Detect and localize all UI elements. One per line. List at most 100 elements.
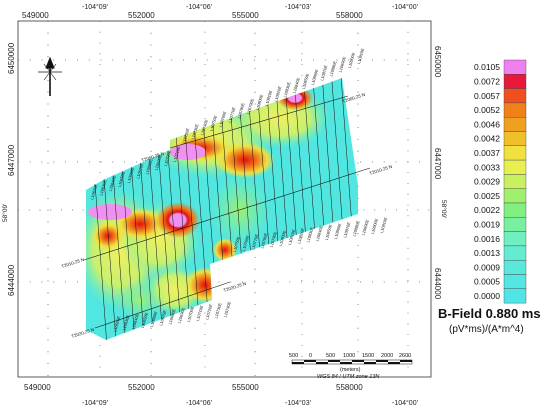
- longitude-label: -104°09': [82, 399, 108, 407]
- legend-swatch: [503, 131, 527, 147]
- line-labels-bottom: L10620E L10630E L10640E L10650E L10660E L1067…: [112, 216, 388, 332]
- easting-label: 552000: [128, 383, 155, 392]
- projection-label: WGS 84 / UTM zone 13N: [317, 374, 379, 380]
- north-arrow-icon: [38, 56, 62, 96]
- scale-segment: [292, 362, 304, 364]
- legend-swatch: [503, 74, 527, 89]
- line-label: L10820E: [273, 85, 282, 102]
- line-label: L10890E: [338, 56, 347, 73]
- line-label: L10720E: [204, 303, 213, 320]
- line-label: L10840E: [292, 77, 301, 94]
- scale-segment: [376, 360, 388, 362]
- legend-value: 0.0000: [474, 291, 500, 301]
- scale-segment: [340, 362, 352, 364]
- line-label: L10780E: [236, 102, 245, 119]
- legend-swatch: [503, 231, 527, 247]
- line-label: L10850E: [324, 224, 333, 241]
- flight-line: [339, 78, 358, 340]
- longitude-label: -104°03': [285, 3, 311, 11]
- line-label: L10810E: [264, 89, 273, 106]
- longitude-label: -104°03': [285, 399, 311, 407]
- line-label: L10830E: [282, 81, 291, 98]
- legend-value: 0.0029: [474, 177, 500, 187]
- legend-swatch: [503, 145, 527, 161]
- scale-tick-label: 0: [309, 353, 312, 359]
- easting-label: 552000: [128, 11, 155, 20]
- legend-swatch: [503, 217, 527, 232]
- line-label: L10900E: [370, 218, 379, 235]
- line-label: L10800E: [255, 94, 264, 111]
- legend-units: (pV*ms)/(A*m^4): [449, 324, 524, 335]
- scale-bar: 500 0 500 1000 1500 2000 2600 (meters) W…: [289, 353, 413, 380]
- easting-label: 555000: [232, 11, 259, 20]
- line-label: L10680E: [167, 308, 176, 325]
- line-label: L10780E: [259, 232, 268, 249]
- line-label: L10770E: [250, 233, 259, 250]
- scale-tick-label: 2000: [381, 353, 393, 359]
- line-label: L10700E: [186, 306, 195, 323]
- easting-label: 558000: [336, 11, 363, 20]
- legend-value: 0.0013: [474, 248, 500, 258]
- legend-swatch: [503, 116, 527, 132]
- longitude-label: -104°06': [186, 3, 212, 11]
- line-label: L10800E: [278, 230, 287, 247]
- left-axis: 6450000 6447000 6444000 58°09': [1, 42, 16, 296]
- legend-value: 0.0046: [474, 119, 500, 129]
- line-label: L10740E: [200, 119, 209, 136]
- line-label: L10830E: [305, 226, 314, 243]
- line-label: L10760E: [218, 110, 227, 127]
- line-label: L10650E: [140, 312, 149, 329]
- line-label: L10620E: [112, 315, 121, 332]
- latitude-label: 58°09': [1, 204, 9, 222]
- scale-tick-label: 1500: [362, 353, 374, 359]
- scale-segment: [400, 360, 412, 362]
- line-label: L10750E: [209, 115, 218, 132]
- scale-segment: [364, 362, 376, 364]
- scale-segment: [328, 360, 340, 362]
- line-label: L10630E: [98, 179, 107, 196]
- line-label: L10710E: [172, 145, 181, 162]
- line-label: L10740E: [223, 301, 232, 318]
- scale-tick-label: 1000: [343, 353, 355, 359]
- northing-label: 6444000: [7, 264, 16, 296]
- line-label: L10670E: [158, 309, 167, 326]
- line-label: L10640E: [131, 313, 140, 330]
- legend-value: 0.0105: [474, 62, 500, 72]
- legend-swatch: [503, 102, 527, 118]
- legend-swatch: [503, 59, 527, 75]
- northing-label: 6450000: [433, 46, 442, 78]
- tie-lines: [83, 95, 371, 329]
- legend-value: 0.0057: [474, 91, 500, 101]
- line-label: L10820E: [296, 227, 305, 244]
- color-legend: 0.0105 0.0072 0.0057 0.0052 0.0046 0.0042 0.00…: [474, 59, 527, 304]
- right-axis: 6450000 6447000 6444000 58°09': [433, 46, 448, 300]
- longitude-label: -104°00': [392, 3, 418, 11]
- line-label: L10890E: [361, 219, 370, 236]
- legend-swatch: [503, 288, 527, 304]
- legend-swatch: [503, 245, 527, 261]
- legend-value: 0.0025: [474, 191, 500, 201]
- legend-value: 0.0042: [474, 134, 500, 144]
- line-label: L10620E: [89, 183, 98, 200]
- longitude-label: -104°00': [392, 399, 418, 407]
- bottom-axis: 549000 552000 555000 558000 -104°09' -10…: [24, 383, 418, 407]
- scale-segment: [304, 360, 316, 362]
- legend-value: 0.0019: [474, 219, 500, 229]
- northing-label: 6450000: [7, 42, 16, 74]
- line-label: L10790E: [246, 98, 255, 115]
- line-label: L10700E: [163, 150, 172, 167]
- legend-value: 0.0005: [474, 277, 500, 287]
- scale-segment: [388, 362, 400, 364]
- line-label: L10850E: [301, 73, 310, 90]
- line-label: L10720E: [181, 127, 190, 144]
- line-label: L10860E: [310, 68, 319, 85]
- line-label: L10730E: [190, 123, 199, 140]
- legend-value: 0.0037: [474, 148, 500, 158]
- line-label: L10680E: [144, 158, 153, 175]
- northing-label: 6447000: [7, 144, 16, 176]
- line-labels-top: L10620E L10630E L10640E L10650E L10660E L1067…: [89, 47, 365, 200]
- easting-label: 549000: [22, 11, 49, 20]
- legend-value: 0.0022: [474, 205, 500, 215]
- line-label: L10640E: [108, 175, 117, 192]
- legend-swatch: [503, 159, 527, 175]
